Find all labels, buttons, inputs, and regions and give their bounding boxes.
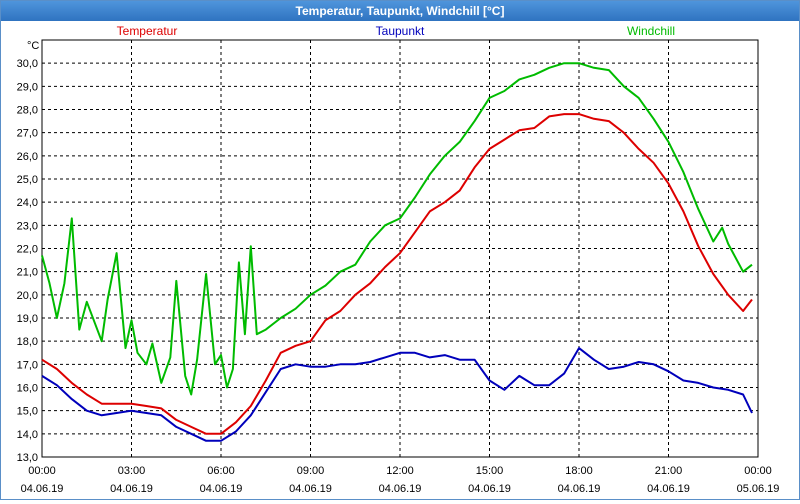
x-tick-date: 05.06.19	[737, 483, 780, 495]
y-tick-label: 23,0	[17, 220, 38, 232]
x-tick-time: 03:00	[118, 465, 146, 477]
series-line-taupunkt	[41, 347, 753, 442]
y-tick-label: 29,0	[17, 81, 38, 93]
y-tick-label: 16,0	[17, 383, 38, 395]
y-tick-label: 18,0	[17, 336, 38, 348]
y-tick-label: 30,0	[17, 58, 38, 70]
y-tick-label: 15,0	[17, 406, 38, 418]
legend-temperatur: Temperatur	[117, 24, 178, 38]
y-tick-label: 21,0	[17, 267, 38, 279]
y-tick-label: 13,0	[17, 452, 38, 464]
y-tick-label: 27,0	[17, 128, 38, 140]
y-tick-label: 28,0	[17, 105, 38, 117]
y-tick-label: 17,0	[17, 359, 38, 371]
y-tick-label: 26,0	[17, 151, 38, 163]
plot-frame	[41, 39, 759, 458]
x-tick-time: 15:00	[476, 465, 504, 477]
series-line-windchill	[41, 62, 753, 396]
x-tick-time: 12:00	[386, 465, 414, 477]
y-tick-label: 25,0	[17, 174, 38, 186]
y-tick-label: 19,0	[17, 313, 38, 325]
legend-taupunkt: Taupunkt	[376, 24, 425, 38]
line-chart: 13,0 14,0 15,0 16,0 17,0 18,0 19,0 20,0 21,0 22,0…	[17, 24, 780, 495]
y-tick-label: 24,0	[17, 197, 38, 209]
x-tick-date: 04.06.19	[200, 483, 243, 495]
y-tick-label: 14,0	[17, 429, 38, 441]
x-tick-date: 04.06.19	[558, 483, 601, 495]
x-tick-time: 00:00	[28, 465, 56, 477]
y-tick-label: 20,0	[17, 290, 38, 302]
x-tick-date: 04.06.19	[468, 483, 511, 495]
window-title: Temperatur, Taupunkt, Windchill [°C]	[1, 1, 799, 21]
x-tick-time: 18:00	[565, 465, 593, 477]
x-tick-time: 00:00	[744, 465, 772, 477]
series-line-temperatur	[41, 113, 753, 435]
x-tick-time: 06:00	[207, 465, 235, 477]
y-tick-label: 22,0	[17, 244, 38, 256]
x-tick-date: 04.06.19	[289, 483, 332, 495]
x-tick-date: 04.06.19	[379, 483, 422, 495]
x-tick-date: 04.06.19	[21, 483, 64, 495]
y-axis-label: °C	[27, 40, 39, 52]
x-tick-time: 09:00	[297, 465, 325, 477]
legend-windchill: Windchill	[627, 24, 675, 38]
x-tick-date: 04.06.19	[110, 483, 153, 495]
x-tick-time: 21:00	[655, 465, 683, 477]
x-tick-date: 04.06.19	[647, 483, 690, 495]
